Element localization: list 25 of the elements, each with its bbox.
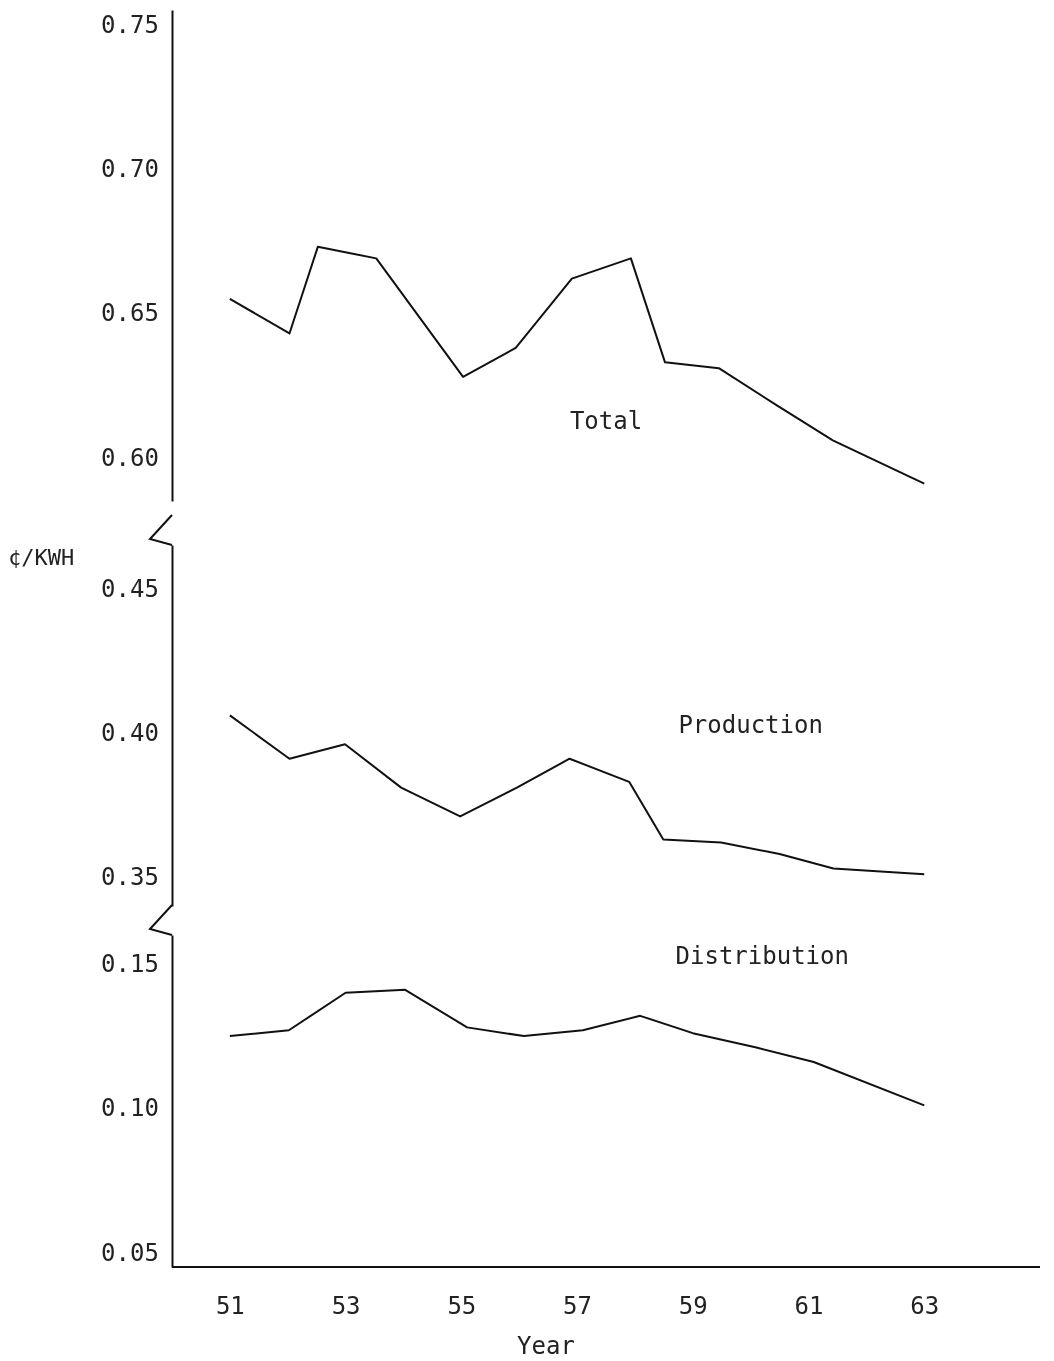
y-tick-label: 0.45 (101, 574, 159, 603)
y-tick-label: 0.70 (101, 155, 159, 184)
y-tick-label: 0.65 (101, 299, 159, 328)
x-tick-label: 57 (563, 1292, 593, 1321)
y-tick-label: 0.10 (101, 1094, 159, 1123)
x-tick-label: 53 (331, 1292, 361, 1321)
text: Total (569, 406, 643, 435)
x-tick-label: 61 (794, 1292, 824, 1321)
x-tick-label: 55 (447, 1292, 477, 1321)
line-series (228, 988, 926, 1107)
y-tick-label: 0.05 (101, 1238, 159, 1267)
y-tick-label: 0.40 (101, 718, 159, 747)
x-tick-label: 59 (678, 1292, 708, 1321)
line-series (228, 245, 926, 485)
y-tick-label: 0.60 (101, 443, 159, 472)
y-axis-title: ¢/KWH (8, 545, 75, 570)
text: Production (678, 710, 823, 739)
x-tick-label: 51 (215, 1292, 245, 1321)
x-axis-title: Year (517, 1332, 575, 1360)
y-tick-label: 0.15 (101, 950, 159, 979)
y-tick-label: 0.75 (101, 10, 159, 39)
x-tick-label: 63 (910, 1292, 940, 1321)
text: Distribution (675, 941, 849, 970)
line-series (228, 714, 926, 876)
y-tick-label: 0.35 (101, 863, 159, 892)
